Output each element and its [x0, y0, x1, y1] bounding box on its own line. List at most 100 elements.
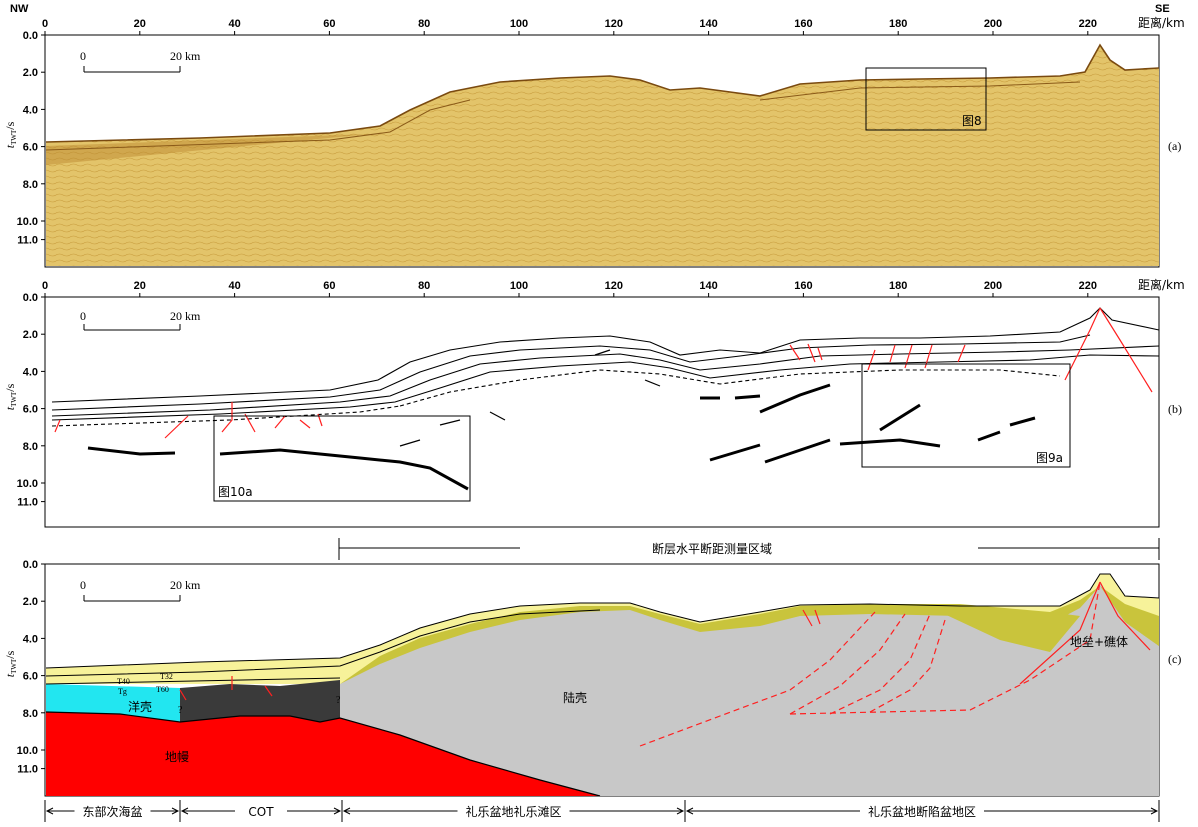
zone-label: 礼乐盆地礼乐滩区	[465, 804, 561, 819]
axes: 0 20 40 60 80 100 120 140 160 180 200 220 0 20 40 60 80 1…	[3, 18, 1097, 776]
fig10a-label: 图10a	[218, 485, 253, 499]
distance-tick-label: 180	[889, 18, 907, 30]
mantle	[46, 712, 600, 796]
distance-tick-label: 220	[1079, 18, 1097, 30]
svg-text:0: 0	[80, 309, 86, 323]
time-tick-label: 2.0	[23, 67, 38, 79]
svg-text:20 km: 20 km	[170, 578, 201, 592]
distance-tick-label: 180	[889, 280, 907, 292]
time-tick-label: 4.0	[23, 366, 38, 378]
svg-text:Tg: Tg	[118, 687, 127, 696]
time-tick-label: 6.0	[23, 671, 38, 683]
time-tick-label: 6.0	[23, 404, 38, 416]
svg-text:20 km: 20 km	[170, 309, 201, 323]
distance-tick-label: 60	[323, 18, 335, 30]
time-tick-label: 10.0	[17, 478, 38, 490]
distance-tick-label: 140	[699, 280, 717, 292]
time-tick-label: 8.0	[23, 441, 38, 453]
distance-tick-label: 20	[134, 18, 146, 30]
time-axis-label: tTWT/s	[3, 650, 18, 677]
panel-b-tag: (b)	[1168, 402, 1182, 416]
fig8-label: 图8	[962, 114, 982, 128]
time-tick-label: 10.0	[17, 216, 38, 228]
scale-bar-b: 0 20 km	[80, 309, 201, 331]
zone-label: 东部次海盆	[82, 804, 142, 819]
time-tick-label: 2.0	[23, 596, 38, 608]
cot-zone	[180, 680, 340, 722]
fig9a-label: 图9a	[1036, 451, 1063, 465]
mantle-label: 地幔	[165, 749, 189, 764]
region-label: 断层水平断距测量区域	[652, 541, 772, 556]
time-tick-label: 0.0	[23, 559, 38, 571]
distance-tick-label: 100	[510, 18, 528, 30]
fig10a-box	[213, 415, 471, 502]
time-axis-label: tTWT/s	[3, 121, 18, 148]
panel-a-tag: (a)	[1168, 139, 1181, 153]
distance-tick-label: 200	[984, 280, 1002, 292]
continental-crust	[340, 582, 1159, 796]
time-tick-label: 2.0	[23, 329, 38, 341]
distance-tick-label: 0	[42, 280, 48, 292]
deep-reflectors	[87, 383, 1036, 491]
panel-c-tag: (c)	[1168, 652, 1181, 666]
svg-text:0: 0	[80, 49, 86, 63]
svg-text:T60: T60	[156, 685, 169, 694]
distance-tick-label: 80	[418, 280, 430, 292]
scale-bar-a: 0 20 km	[80, 49, 201, 73]
panel-c: 洋壳 陆壳 地幔 地垒+礁体 T32 T40 Tg T60 ? ? (c) 0 …	[44, 563, 1181, 797]
distance-axis-label-b: 距离/km	[1138, 277, 1185, 292]
faults-c	[179, 581, 1151, 747]
distance-tick-label: 0	[42, 18, 48, 30]
distance-axis-label-a: 距离/km	[1138, 15, 1185, 30]
distance-tick-label: 120	[605, 18, 623, 30]
fig8-box	[865, 67, 987, 131]
panel-a: 图8 (a) 0 20 km	[44, 34, 1181, 268]
time-tick-label: 8.0	[23, 179, 38, 191]
time-tick-label: 11.0	[17, 235, 38, 247]
time-tick-label: 0.0	[23, 30, 38, 42]
svg-text:T40: T40	[117, 677, 130, 686]
nw-label: NW	[10, 3, 29, 15]
seismic-section	[46, 45, 1159, 266]
continental-label: 陆壳	[563, 690, 587, 705]
distance-tick-label: 120	[605, 280, 623, 292]
zone-bar: 东部次海盆 COT 礼乐盆地礼乐滩区 礼乐盆地断陷盆地区	[44, 800, 1160, 822]
time-tick-label: 6.0	[23, 142, 38, 154]
fig9a-box	[861, 363, 1071, 468]
svg-text:0: 0	[80, 578, 86, 592]
horst-label: 地垒+礁体	[1070, 634, 1128, 649]
time-tick-label: 0.0	[23, 292, 38, 304]
distance-tick-label: 140	[699, 18, 717, 30]
time-tick-label: 4.0	[23, 104, 38, 116]
distance-tick-label: 80	[418, 18, 430, 30]
faults-b	[54, 307, 1153, 439]
panel-b: 图10a 图9a (b) 0 20 km	[44, 296, 1182, 528]
time-tick-label: 8.0	[23, 708, 38, 720]
distance-tick-label: 60	[323, 280, 335, 292]
time-tick-label: 11.0	[17, 497, 38, 509]
distance-tick-label: 160	[794, 18, 812, 30]
oceanic-label: 洋壳	[128, 699, 152, 714]
distance-tick-label: 100	[510, 280, 528, 292]
svg-text:T32: T32	[160, 672, 173, 681]
scale-bar-c: 0 20 km	[80, 578, 201, 602]
distance-tick-label: 200	[984, 18, 1002, 30]
horizon-lines	[51, 307, 1160, 427]
time-axis-label: tTWT/s	[3, 383, 18, 410]
distance-tick-label: 160	[794, 280, 812, 292]
zone-label: COT	[248, 805, 274, 819]
distance-tick-label: 40	[228, 18, 240, 30]
time-tick-label: 10.0	[17, 745, 38, 757]
distance-tick-label: 40	[228, 280, 240, 292]
time-tick-label: 11.0	[17, 764, 38, 776]
svg-text:?: ?	[336, 695, 341, 706]
distance-tick-label: 20	[134, 280, 146, 292]
zone-label: 礼乐盆地断陷盆地区	[868, 804, 976, 819]
fault-measure-region: 断层水平断距测量区域	[338, 538, 1160, 560]
svg-text:?: ?	[178, 705, 183, 716]
distance-tick-label: 220	[1079, 280, 1097, 292]
se-label: SE	[1155, 3, 1170, 15]
svg-text:20 km: 20 km	[170, 49, 201, 63]
time-tick-label: 4.0	[23, 633, 38, 645]
